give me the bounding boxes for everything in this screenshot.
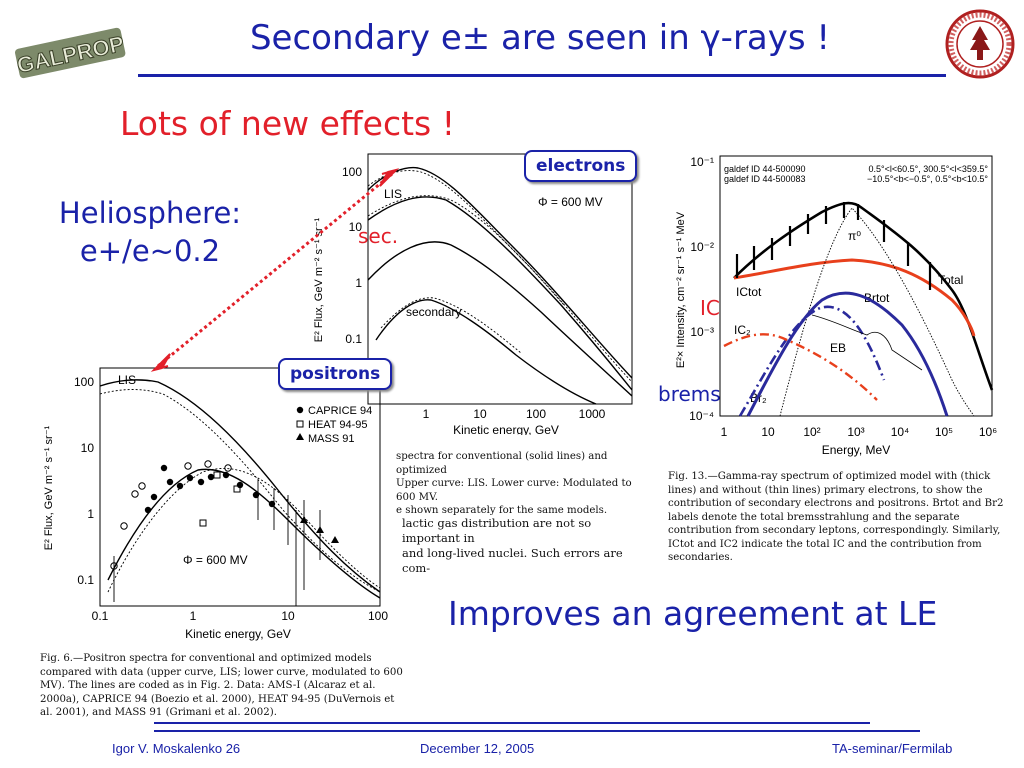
footer-author: Igor V. Moskalenko 26 [112,741,241,756]
positron-ytick-1: 10 [81,441,95,455]
positron-phi-label: Φ = 600 MV [183,553,248,567]
gamma-xtick-6: 10⁶ [979,425,997,439]
gamma-ray-spectrum-panel: 10⁻¹ 10⁻² 10⁻³ 10⁻⁴ 1 10 10² 10³ 10⁴ 10⁵… [675,155,997,457]
gamma-pi0-label: π⁰ [848,229,861,243]
legend-caprice: CAPRICE 94 [308,405,372,417]
positron-spectrum-panel: 100 10 1 0.1 0.1 1 10 100 Kinetic energy… [43,367,388,641]
electron-secondary-label: secondary [406,305,461,319]
positron-xtick-1: 1 [190,609,197,623]
gamma-ytick-3: 10⁻⁴ [689,409,714,423]
heliosphere-note: Heliosphere: e+/e~0.2 [40,194,260,270]
electron-ylabel: E² Flux, GeV m⁻² s⁻¹ sr⁻¹ [313,217,325,342]
lis-comparison-arrow [150,168,400,372]
gamma-ytick-0: 10⁻¹ [690,155,714,169]
paper-text-line-2: and long-lived nuclei. Such errors are c… [402,546,623,575]
electron-caption-line-3: e shown separately for the same models. [396,505,608,516]
footer-date: December 12, 2005 [420,741,535,756]
footer-venue: TA-seminar/Fermilab [832,741,953,756]
positron-ytick-3: 0.1 [77,573,94,587]
gamma-header-right-2: −10.5°<b<−0.5°, 0.5°<b<10.5° [867,174,988,184]
gamma-header-left-1: galdef ID 44-500090 [724,164,806,174]
gamma-br2-curve [738,305,886,417]
positrons-label: positrons [278,358,393,390]
gamma-ic-curve [733,258,976,337]
gamma-ictot-label: ICtot [736,285,762,299]
fig6-caption: Fig. 6.—Positron spectra for conventiona… [40,653,403,718]
slide-subtitle: Lots of new effects ! [120,104,455,143]
gamma-axes-frame [719,155,993,417]
gamma-brtot-curve [746,291,949,417]
legend-mass-marker [296,433,304,440]
gamma-header-right-1: 0.5°<l<60.5°, 300.5°<l<359.5° [869,164,989,174]
electron-caption-line-1: spectra for conventional (solid lines) a… [396,451,608,476]
positron-ytick-0: 100 [74,375,94,389]
improves-statement: Improves an agreement at LE [448,594,938,633]
positron-data-points [144,464,339,543]
legend-heat-marker [296,420,304,428]
gamma-ylabel: E²× Intensity, cm⁻² sr⁻¹ s⁻¹ MeV [675,211,687,368]
stanford-seal-icon [945,9,1015,79]
legend-heat: HEAT 94-95 [308,419,368,431]
electron-spectrum-panel: 100 10 1 0.1 1 10 100 1000 Kinetic energ… [313,153,633,435]
electron-figure-caption: spectra for conventional (solid lines) a… [396,450,642,518]
footer-rule-2 [154,730,920,732]
electron-xlabel: Kinetic energy, GeV [453,423,559,435]
gamma-pi0-curve [779,207,975,417]
gamma-xtick-3: 10³ [847,425,864,439]
electron-xtick-3: 1000 [579,407,606,421]
legend-mass: MASS 91 [308,433,354,445]
positron-axes-frame [99,367,381,607]
electron-xtick-1: 10 [473,407,487,421]
gamma-xtick-2: 10² [803,425,820,439]
gamma-header-left-2: galdef ID 44-500083 [724,174,806,184]
electron-ytick-1: 10 [349,220,363,234]
fig13-caption: Fig. 13.—Gamma-ray spectrum of optimized… [668,471,1004,563]
galprop-logo: GALPROP [14,27,127,78]
gamma-xtick-4: 10⁴ [891,425,910,439]
footer-rule [154,722,870,724]
electron-xtick-2: 100 [526,407,546,421]
paper-text-fragment: lactic gas distribution are not so impor… [402,516,642,576]
paper-text-line-1: lactic gas distribution are not so impor… [402,516,592,545]
gamma-xtick-1: 10 [761,425,775,439]
gamma-ic2-label: IC₂ [734,323,751,337]
gamma-ytick-2: 10⁻³ [690,325,714,339]
positron-xtick-0: 0.1 [92,609,109,623]
gamma-xtick-5: 10⁵ [935,425,953,439]
positron-ytick-2: 1 [87,507,94,521]
legend-caprice-marker [296,406,304,414]
brems-label: brems [658,382,721,406]
electron-ytick-0: 100 [342,165,362,179]
gamma-ic2-curve [723,333,878,401]
electron-phi-label: Φ = 600 MV [538,195,603,209]
positron-xlabel: Kinetic energy, GeV [185,627,291,641]
title-rule [138,74,946,77]
electron-ytick-3: 0.1 [345,332,362,346]
gamma-eb-label: EB [830,341,846,355]
electron-xtick-0: 1 [423,407,430,421]
electrons-label: electrons [524,150,638,182]
heliosphere-line2: e+/e~0.2 [79,234,221,268]
heliosphere-line1: Heliosphere: [58,196,242,230]
slide-title: Secondary e± are seen in γ-rays ! [249,18,831,58]
gamma-ytick-1: 10⁻² [690,240,714,254]
gamma-eb-curve [811,314,923,371]
positron-xtick-3: 100 [368,609,388,623]
gamma-total-label: Total [938,273,963,287]
ic-label: IC [700,296,720,320]
electron-lis-label: LIS [384,187,402,201]
electron-ytick-2: 1 [355,276,362,290]
electron-caption-line-2: Upper curve: LIS. Lower curve: Modulated… [396,478,632,503]
positron-xtick-2: 10 [281,609,295,623]
gamma-data-bars [735,202,932,290]
gamma-xlabel: Energy, MeV [822,443,890,457]
sec-label: sec. [358,224,399,248]
positron-ylabel: E² Flux, GeV m⁻² s⁻¹ sr⁻¹ [43,425,55,550]
gamma-xtick-0: 1 [721,425,728,439]
